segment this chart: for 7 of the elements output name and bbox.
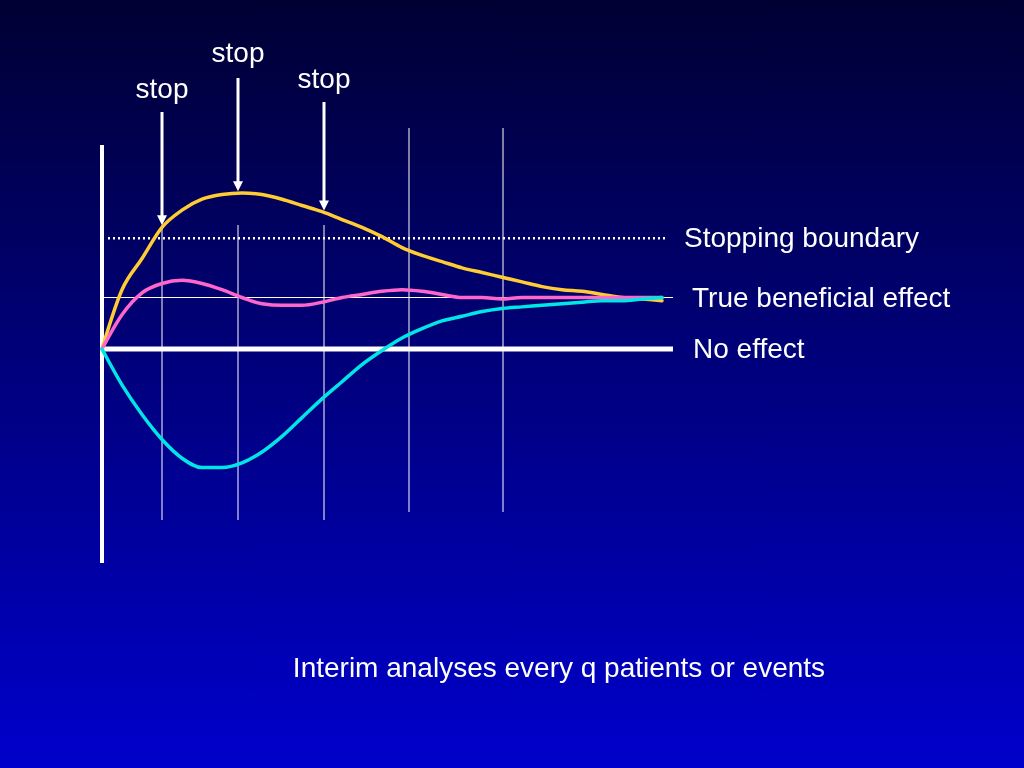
ref-line-label: No effect: [693, 333, 805, 364]
text: stop: [211, 37, 265, 68]
text: stop: [135, 73, 189, 104]
text: Interim analyses every q patients or events: [292, 652, 826, 683]
text: stop: [297, 63, 351, 94]
ref-line-label: True beneficial effect: [692, 281, 951, 313]
ref-line-label: Stopping boundary: [684, 222, 920, 254]
